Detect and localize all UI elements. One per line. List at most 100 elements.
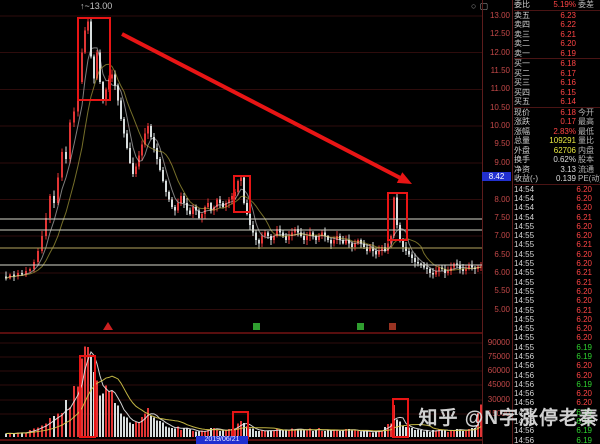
circle-icon[interactable]: ○	[471, 1, 480, 11]
tick-time: 14:56	[514, 361, 535, 371]
volume-axis-label: 45000	[487, 380, 510, 389]
tick-row: 14:55 6.20	[514, 333, 600, 342]
tick-row: 14:55 6.20	[514, 324, 600, 333]
tick-price: 6.19	[576, 351, 592, 361]
price-axis-label: 8.00	[494, 194, 510, 204]
tick-price: 6.20	[576, 314, 592, 324]
tick-row: 14:56 6.19	[514, 426, 600, 435]
price-axis-label: 12.00	[489, 47, 510, 57]
tick-row: 14:55 6.20	[514, 296, 600, 305]
order-book-row: 卖四 6.22	[514, 20, 600, 30]
price-axis-label: 5.50	[494, 286, 510, 296]
tick-time: 14:55	[514, 324, 535, 334]
event-marker	[103, 322, 113, 330]
price-axis-label: 12.50	[489, 29, 510, 39]
tick-time: 14:56	[514, 435, 535, 444]
order-book-row-label: 卖三	[514, 29, 530, 39]
order-book-row-value: 6.17	[560, 68, 576, 78]
order-book-row-label: 现价	[514, 107, 530, 117]
annotation-rect	[77, 17, 111, 101]
tick-row: 14:54 6.20	[514, 185, 600, 194]
tick-price: 6.20	[576, 389, 592, 399]
order-book-row-label2: 量比	[578, 136, 594, 146]
order-book-row: 买三 6.16	[514, 78, 600, 88]
order-book-row: 净资 3.13 流通	[514, 165, 600, 175]
order-book-row-label: 卖二	[514, 39, 530, 49]
price-axis-label: 6.00	[494, 267, 510, 277]
panel-separator	[514, 183, 600, 185]
order-book-row-value: 0.17	[560, 117, 576, 127]
order-book-row-value: 6.14	[560, 97, 576, 107]
order-book-row: 涨跌 0.17 最高	[514, 117, 600, 127]
tick-row: 14:56 6.20	[514, 389, 600, 398]
order-book-row-label2: 委差	[578, 0, 594, 10]
tick-price: 6.19	[576, 407, 592, 417]
order-book-row-value: 6.16	[560, 78, 576, 88]
panel-divider	[512, 0, 513, 444]
tick-time: 14:55	[514, 249, 535, 259]
tick-price: 6.20	[576, 221, 592, 231]
order-book-row: 买一 6.18	[514, 59, 600, 69]
tick-row: 14:56 6.20	[514, 398, 600, 407]
tick-time: 14:56	[514, 398, 535, 408]
order-book-row: 卖二 6.20	[514, 39, 600, 49]
peak-price-label: ↑~13.00	[80, 1, 113, 11]
tick-time: 14:55	[514, 259, 535, 269]
tick-row: 14:56 6.19	[514, 417, 600, 426]
tick-row: 14:56 6.20	[514, 361, 600, 370]
tick-row: 14:55 6.19	[514, 343, 600, 352]
tick-time: 14:56	[514, 389, 535, 399]
watermark: 知乎 @N字涨停老秦	[418, 408, 599, 429]
order-book-row-label: 委比	[514, 0, 530, 10]
order-book-row: 买五 6.14	[514, 97, 600, 107]
order-book-row-label: 卖五	[514, 10, 530, 20]
order-book-row-label: 买二	[514, 68, 530, 78]
crosshair-price-label: 8.42	[482, 172, 511, 181]
price-axis-label: 7.50	[494, 212, 510, 222]
tick-row: 14:55 6.21	[514, 240, 600, 249]
tick-row: 14:54 6.21	[514, 212, 600, 222]
tick-time: 14:55	[514, 296, 535, 306]
tick-time: 14:55	[514, 231, 535, 241]
tick-price: 6.21	[576, 305, 592, 315]
tick-price: 6.20	[576, 333, 592, 343]
tick-time: 14:56	[514, 417, 535, 427]
tick-price: 6.20	[576, 203, 592, 213]
price-axis-label: 10.00	[489, 121, 510, 131]
order-book-row-value: 0.62%	[553, 155, 576, 165]
tick-row: 14:55 6.21	[514, 268, 600, 277]
price-axis-label: 10.50	[489, 102, 510, 112]
price-axis-label: 7.00	[494, 231, 510, 241]
order-book-row-value: 6.15	[560, 87, 576, 97]
order-book-row-label: 涨幅	[514, 126, 530, 136]
tick-row: 14:56 6.19	[514, 436, 600, 444]
order-book-row-value: 6.20	[560, 39, 576, 49]
tick-time: 14:54	[514, 203, 535, 213]
tick-row: 14:55 6.21	[514, 305, 600, 315]
price-axis-label: 9.00	[494, 157, 510, 167]
order-book-row: 外盘 62706 内盘	[514, 146, 600, 156]
panel-separator	[514, 58, 600, 59]
tick-row: 14:56 6.19	[514, 408, 600, 417]
order-book-row-value: 6.22	[560, 20, 576, 30]
tick-time: 14:55	[514, 286, 535, 296]
order-book-row-label: 买五	[514, 97, 530, 107]
order-book-row-value: 3.13	[560, 164, 576, 174]
tick-time: 14:54	[514, 193, 535, 203]
order-book-row-label: 换手	[514, 155, 530, 165]
tick-time: 14:55	[514, 277, 535, 287]
order-book-row-value: 109291	[549, 136, 576, 146]
tick-row: 14:56 6.19	[514, 352, 600, 361]
order-book-row-value: 6.18	[560, 59, 576, 69]
order-book-row: 买四 6.15	[514, 88, 600, 98]
tick-time: 14:55	[514, 342, 535, 352]
tick-row: 14:55 6.20	[514, 222, 600, 231]
maximize-icon[interactable]: ▢	[479, 1, 491, 11]
tick-row: 14:55 6.20	[514, 315, 600, 324]
order-book-row-value: 6.23	[560, 10, 576, 20]
selected-date-label: 2019/06/21	[196, 436, 248, 444]
annotation-rect	[79, 355, 96, 438]
tick-price: 6.19	[576, 417, 592, 427]
